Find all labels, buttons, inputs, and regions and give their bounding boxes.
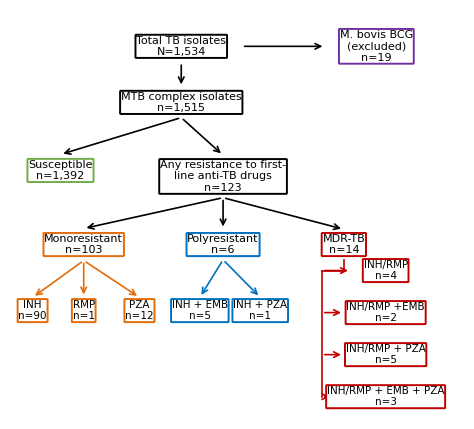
Text: INH + PZA
n=1: INH + PZA n=1 — [233, 300, 287, 321]
Text: M. bovis BCG
(excluded)
n=19: M. bovis BCG (excluded) n=19 — [340, 30, 413, 63]
Text: PZA
n=12: PZA n=12 — [125, 300, 154, 321]
Text: INH + EMB
n=5: INH + EMB n=5 — [172, 300, 228, 321]
Text: MDR-TB
n=14: MDR-TB n=14 — [322, 234, 365, 255]
Text: RMP
n=1: RMP n=1 — [73, 300, 95, 321]
Text: Polyresistant
n=6: Polyresistant n=6 — [187, 234, 259, 255]
Text: INH/RMP +EMB
n=2: INH/RMP +EMB n=2 — [346, 302, 425, 323]
Text: MTB complex isolates
n=1,515: MTB complex isolates n=1,515 — [121, 91, 242, 113]
Text: Any resistance to first-
line anti-TB drugs
n=123: Any resistance to first- line anti-TB dr… — [160, 160, 286, 193]
Text: INH/RMP + EMB + PZA
n=3: INH/RMP + EMB + PZA n=3 — [327, 386, 445, 408]
Text: INH/RMP + PZA
n=5: INH/RMP + PZA n=5 — [346, 344, 426, 366]
Text: Total TB isolates
N=1,534: Total TB isolates N=1,534 — [136, 36, 226, 57]
Text: Monoresistant
n=103: Monoresistant n=103 — [44, 234, 123, 255]
Text: INH/RMP
n=4: INH/RMP n=4 — [364, 260, 408, 281]
Text: INH
n=90: INH n=90 — [18, 300, 47, 321]
Text: Susceptible
n=1,392: Susceptible n=1,392 — [28, 160, 93, 181]
